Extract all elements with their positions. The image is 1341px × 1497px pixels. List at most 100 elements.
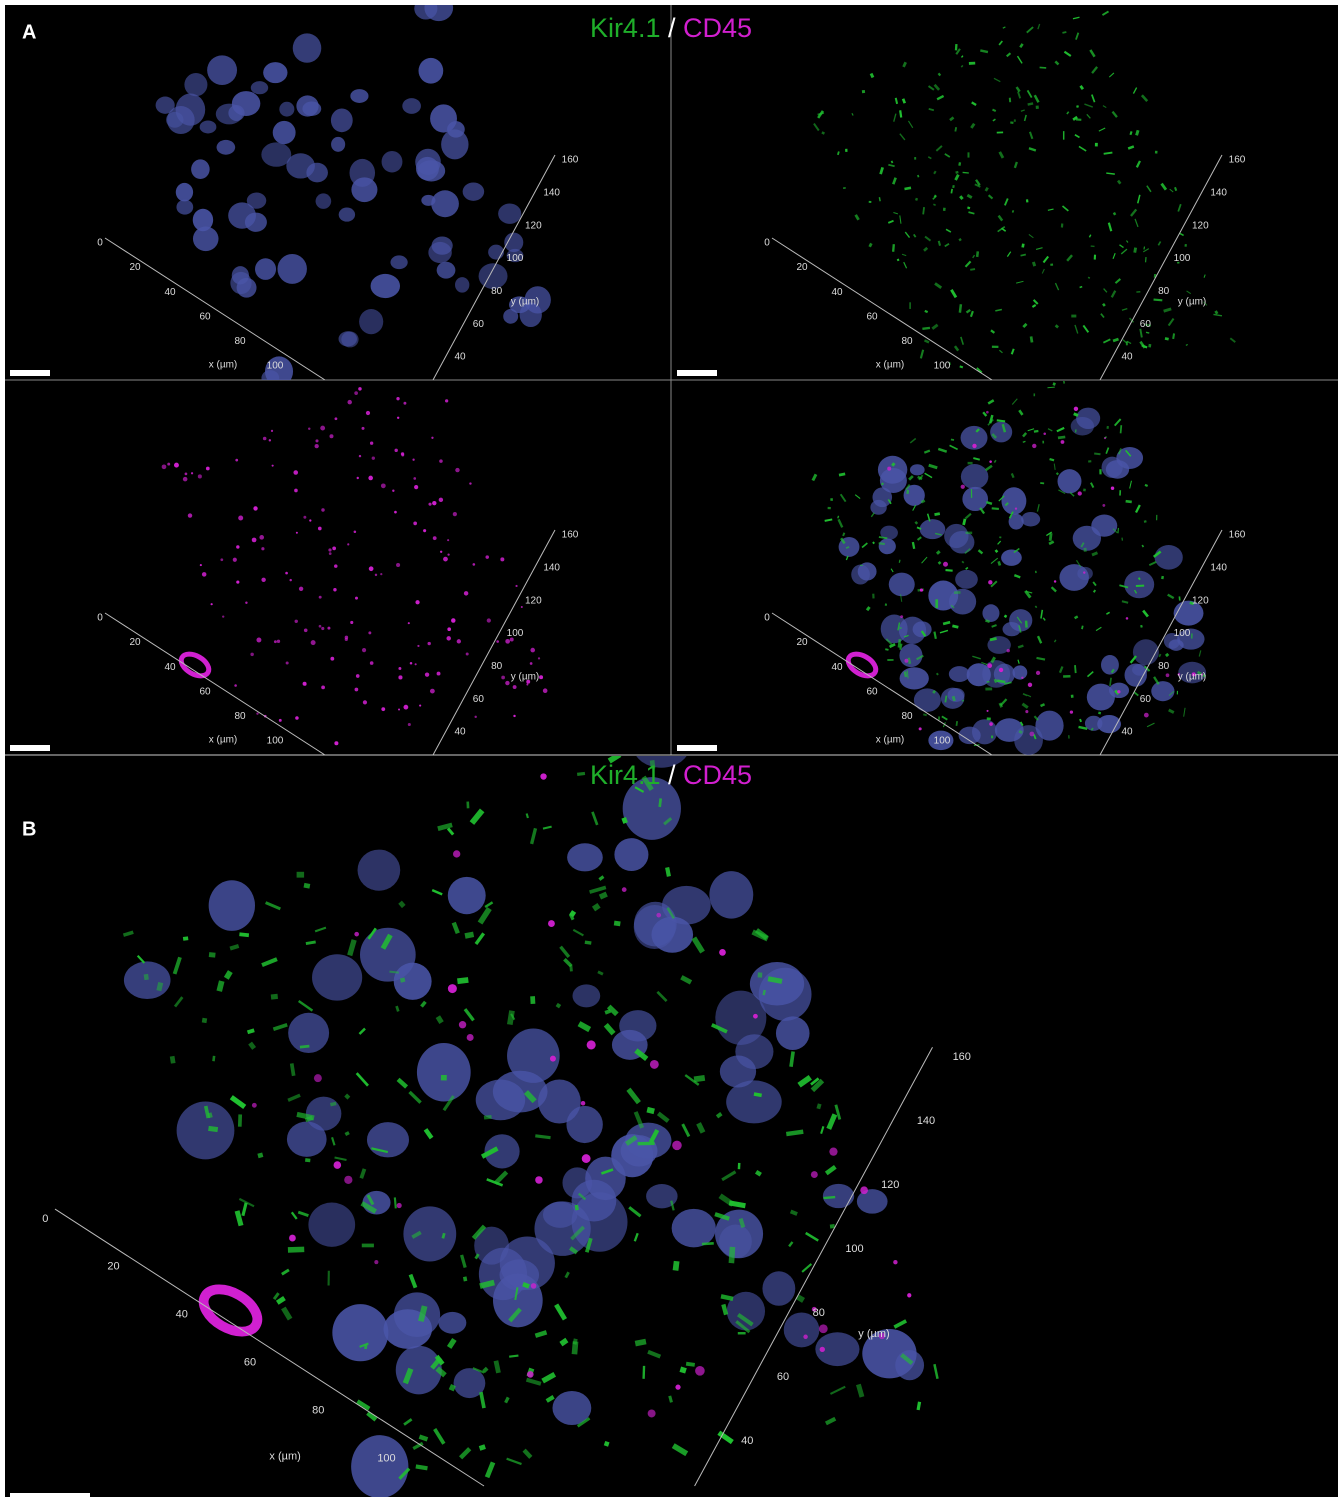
nucleus [962, 487, 988, 511]
nucleus [419, 58, 444, 84]
kir-signal [572, 1341, 579, 1354]
nucleus [193, 209, 213, 231]
cd45-signal [238, 516, 243, 521]
nucleus [1058, 469, 1082, 493]
cd45-signal [234, 684, 237, 687]
kir-signal [202, 1018, 207, 1023]
y-axis-label: y (µm) [511, 672, 540, 683]
cd45-signal [829, 1148, 837, 1156]
cd45-signal [362, 648, 366, 652]
y-tick-label: 100 [1174, 253, 1191, 264]
cd45-signal [907, 1293, 911, 1297]
kir-signal [1071, 695, 1074, 698]
y-tick-label: 140 [1210, 562, 1227, 573]
cd45-signal [648, 1410, 656, 1418]
nucleus [762, 1271, 795, 1306]
kir-signal [997, 132, 1003, 134]
cd45-signal [369, 566, 374, 571]
y-tick-label: 80 [491, 286, 503, 297]
cd45-signal [550, 1056, 556, 1062]
cd45-signal [904, 659, 908, 663]
cd45-signal [988, 580, 992, 584]
nucleus [421, 195, 435, 206]
cd45-signal [455, 468, 459, 472]
y-tick-label: 160 [953, 1051, 971, 1063]
kir-signal [642, 1366, 645, 1379]
kir-signal [1076, 118, 1082, 120]
nucleus [350, 159, 376, 187]
cd45-signal [446, 636, 450, 640]
cd45-signal [396, 397, 399, 400]
kir-signal [1119, 490, 1121, 495]
y-tick-label: 160 [562, 155, 579, 166]
cd45-signal [943, 562, 948, 567]
kir-signal [441, 1075, 447, 1081]
x-tick-label: 80 [234, 711, 246, 722]
nucleus [823, 1184, 854, 1208]
cd45-signal [350, 621, 353, 624]
cd45-signal [334, 741, 338, 745]
cd45-signal [540, 773, 546, 779]
x-tick-label: 40 [164, 662, 176, 673]
kir-signal [1009, 98, 1011, 103]
cd45-signal [327, 627, 330, 630]
cd45-signal [403, 402, 406, 405]
cd45-signal [753, 1014, 758, 1019]
cd45-signal [356, 674, 360, 678]
cd45-signal [372, 456, 375, 459]
nucleus [507, 1029, 560, 1083]
scale-bar [10, 745, 50, 751]
nucleus [463, 182, 485, 200]
cd45-signal [485, 555, 488, 558]
panel-title: Kir4.1 / CD45 [590, 13, 752, 43]
cd45-signal [451, 618, 455, 622]
cd45-signal [526, 684, 528, 686]
cd45-signal [719, 949, 726, 956]
nucleus [726, 1080, 782, 1123]
cd45-signal [469, 482, 471, 484]
nucleus [1091, 514, 1117, 536]
y-tick-label: 120 [525, 220, 542, 231]
kir-signal [466, 801, 469, 808]
x-tick-label: 60 [866, 686, 878, 697]
nucleus [191, 159, 210, 179]
cd45-signal [321, 685, 325, 689]
cd45-signal [1028, 683, 1032, 687]
cd45-signal [473, 563, 476, 566]
cd45-signal [236, 545, 239, 548]
nucleus [1151, 681, 1174, 701]
cd45-signal [253, 506, 257, 510]
kir-signal [1068, 735, 1070, 738]
nucleus [331, 108, 353, 132]
cd45-signal [286, 661, 289, 664]
cd45-signal [304, 628, 308, 632]
nucleus [949, 589, 976, 615]
cd45-signal [581, 1101, 586, 1106]
cd45-signal [1021, 677, 1023, 679]
kir-signal [1036, 106, 1039, 109]
cd45-signal [359, 455, 361, 457]
nucleus [255, 258, 276, 280]
nucleus [914, 688, 941, 711]
kir-signal [1191, 633, 1192, 638]
cd45-signal [413, 522, 417, 526]
scale-bar [677, 370, 717, 376]
kir-signal [209, 952, 216, 958]
x-tick-label: 40 [164, 287, 176, 298]
y-tick-label: 40 [454, 352, 466, 363]
separator: / [668, 13, 676, 43]
nucleus [390, 255, 407, 269]
nucleus [672, 1209, 716, 1248]
cd45-signal [920, 588, 923, 591]
kir-signal [985, 688, 992, 691]
nucleus [431, 190, 459, 217]
nucleus [415, 149, 441, 175]
cd45-signal [539, 675, 543, 679]
nucleus [278, 254, 307, 284]
cd45-signal [408, 622, 410, 624]
cd45-signal [457, 639, 461, 643]
cd45-signal [439, 459, 443, 463]
cd45-signal [803, 1335, 807, 1339]
cd45-signal [235, 459, 238, 462]
cd45-signal [521, 606, 523, 608]
